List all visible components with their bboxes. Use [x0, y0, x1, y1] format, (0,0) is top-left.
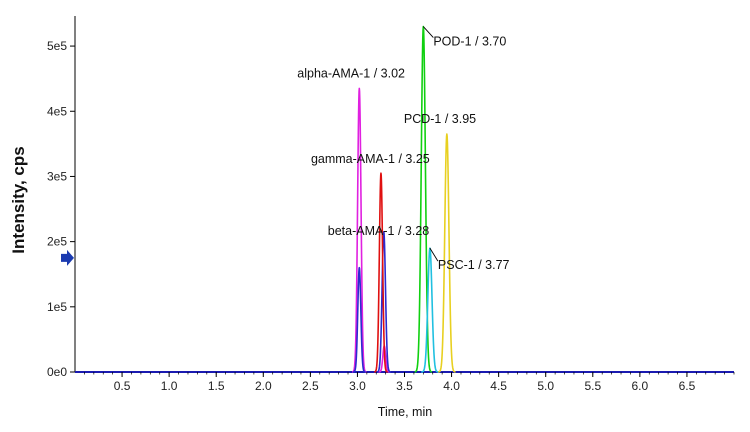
x-tick-label: 5.5 — [584, 379, 601, 393]
x-axis-title: Time, min — [378, 405, 432, 419]
x-tick-label: 2.0 — [255, 379, 272, 393]
peak-trace-1 — [352, 266, 367, 373]
y-axis-title: Intensity, cps — [9, 146, 28, 253]
peak-trace-1 — [376, 231, 392, 373]
peak-annotation: gamma-AMA-1 / 3.25 — [311, 152, 430, 166]
tick-group: 0e0 1e5 2e5 3e5 4e5 5e5 0.5 1.0 1.5 2.0 2.5 3.0 3.5 4… — [47, 39, 735, 393]
peak-trace-3 — [414, 25, 433, 373]
peak-trace-5 — [437, 133, 457, 373]
peak-annotation: PCD-1 / 3.95 — [404, 112, 476, 126]
x-tick-label: 0.5 — [114, 379, 131, 393]
x-tick-label: 2.5 — [302, 379, 319, 393]
x-tick-label: 3.0 — [349, 379, 366, 393]
annotation-leader — [429, 247, 439, 262]
annotation-leader — [422, 26, 434, 38]
x-tick-label: 6.5 — [679, 379, 696, 393]
peak-trace-4 — [420, 247, 440, 373]
x-tick-label: 4.5 — [490, 379, 507, 393]
y-tick-label: 5e5 — [47, 39, 67, 53]
y-tick-label: 3e5 — [47, 169, 67, 183]
peak-trace-0 — [351, 87, 367, 373]
x-tick-label: 3.5 — [396, 379, 413, 393]
y-tick-label: 2e5 — [47, 235, 67, 249]
y-tick-label: 4e5 — [47, 104, 67, 118]
peak-trace-2 — [373, 172, 389, 373]
x-tick-label: 1.5 — [208, 379, 225, 393]
x-tick-label: 6.0 — [632, 379, 649, 393]
x-tick-label: 5.0 — [537, 379, 554, 393]
peak-annotation: POD-1 / 3.70 — [433, 35, 506, 49]
peak-annotation: alpha-AMA-1 / 3.02 — [297, 66, 405, 80]
annotation-group: alpha-AMA-1 / 3.02 gamma-AMA-1 / 3.25 beta… — [297, 26, 510, 272]
x-tick-label: 1.0 — [161, 379, 178, 393]
y-tick-label: 0e0 — [47, 365, 67, 379]
x-tick-label: 4.0 — [443, 379, 460, 393]
peak-annotation: beta-AMA-1 / 3.28 — [328, 224, 429, 238]
peak-annotation: PSC-1 / 3.77 — [438, 258, 510, 272]
y-tick-label: 1e5 — [47, 300, 67, 314]
arrow-marker-icon — [61, 249, 74, 266]
